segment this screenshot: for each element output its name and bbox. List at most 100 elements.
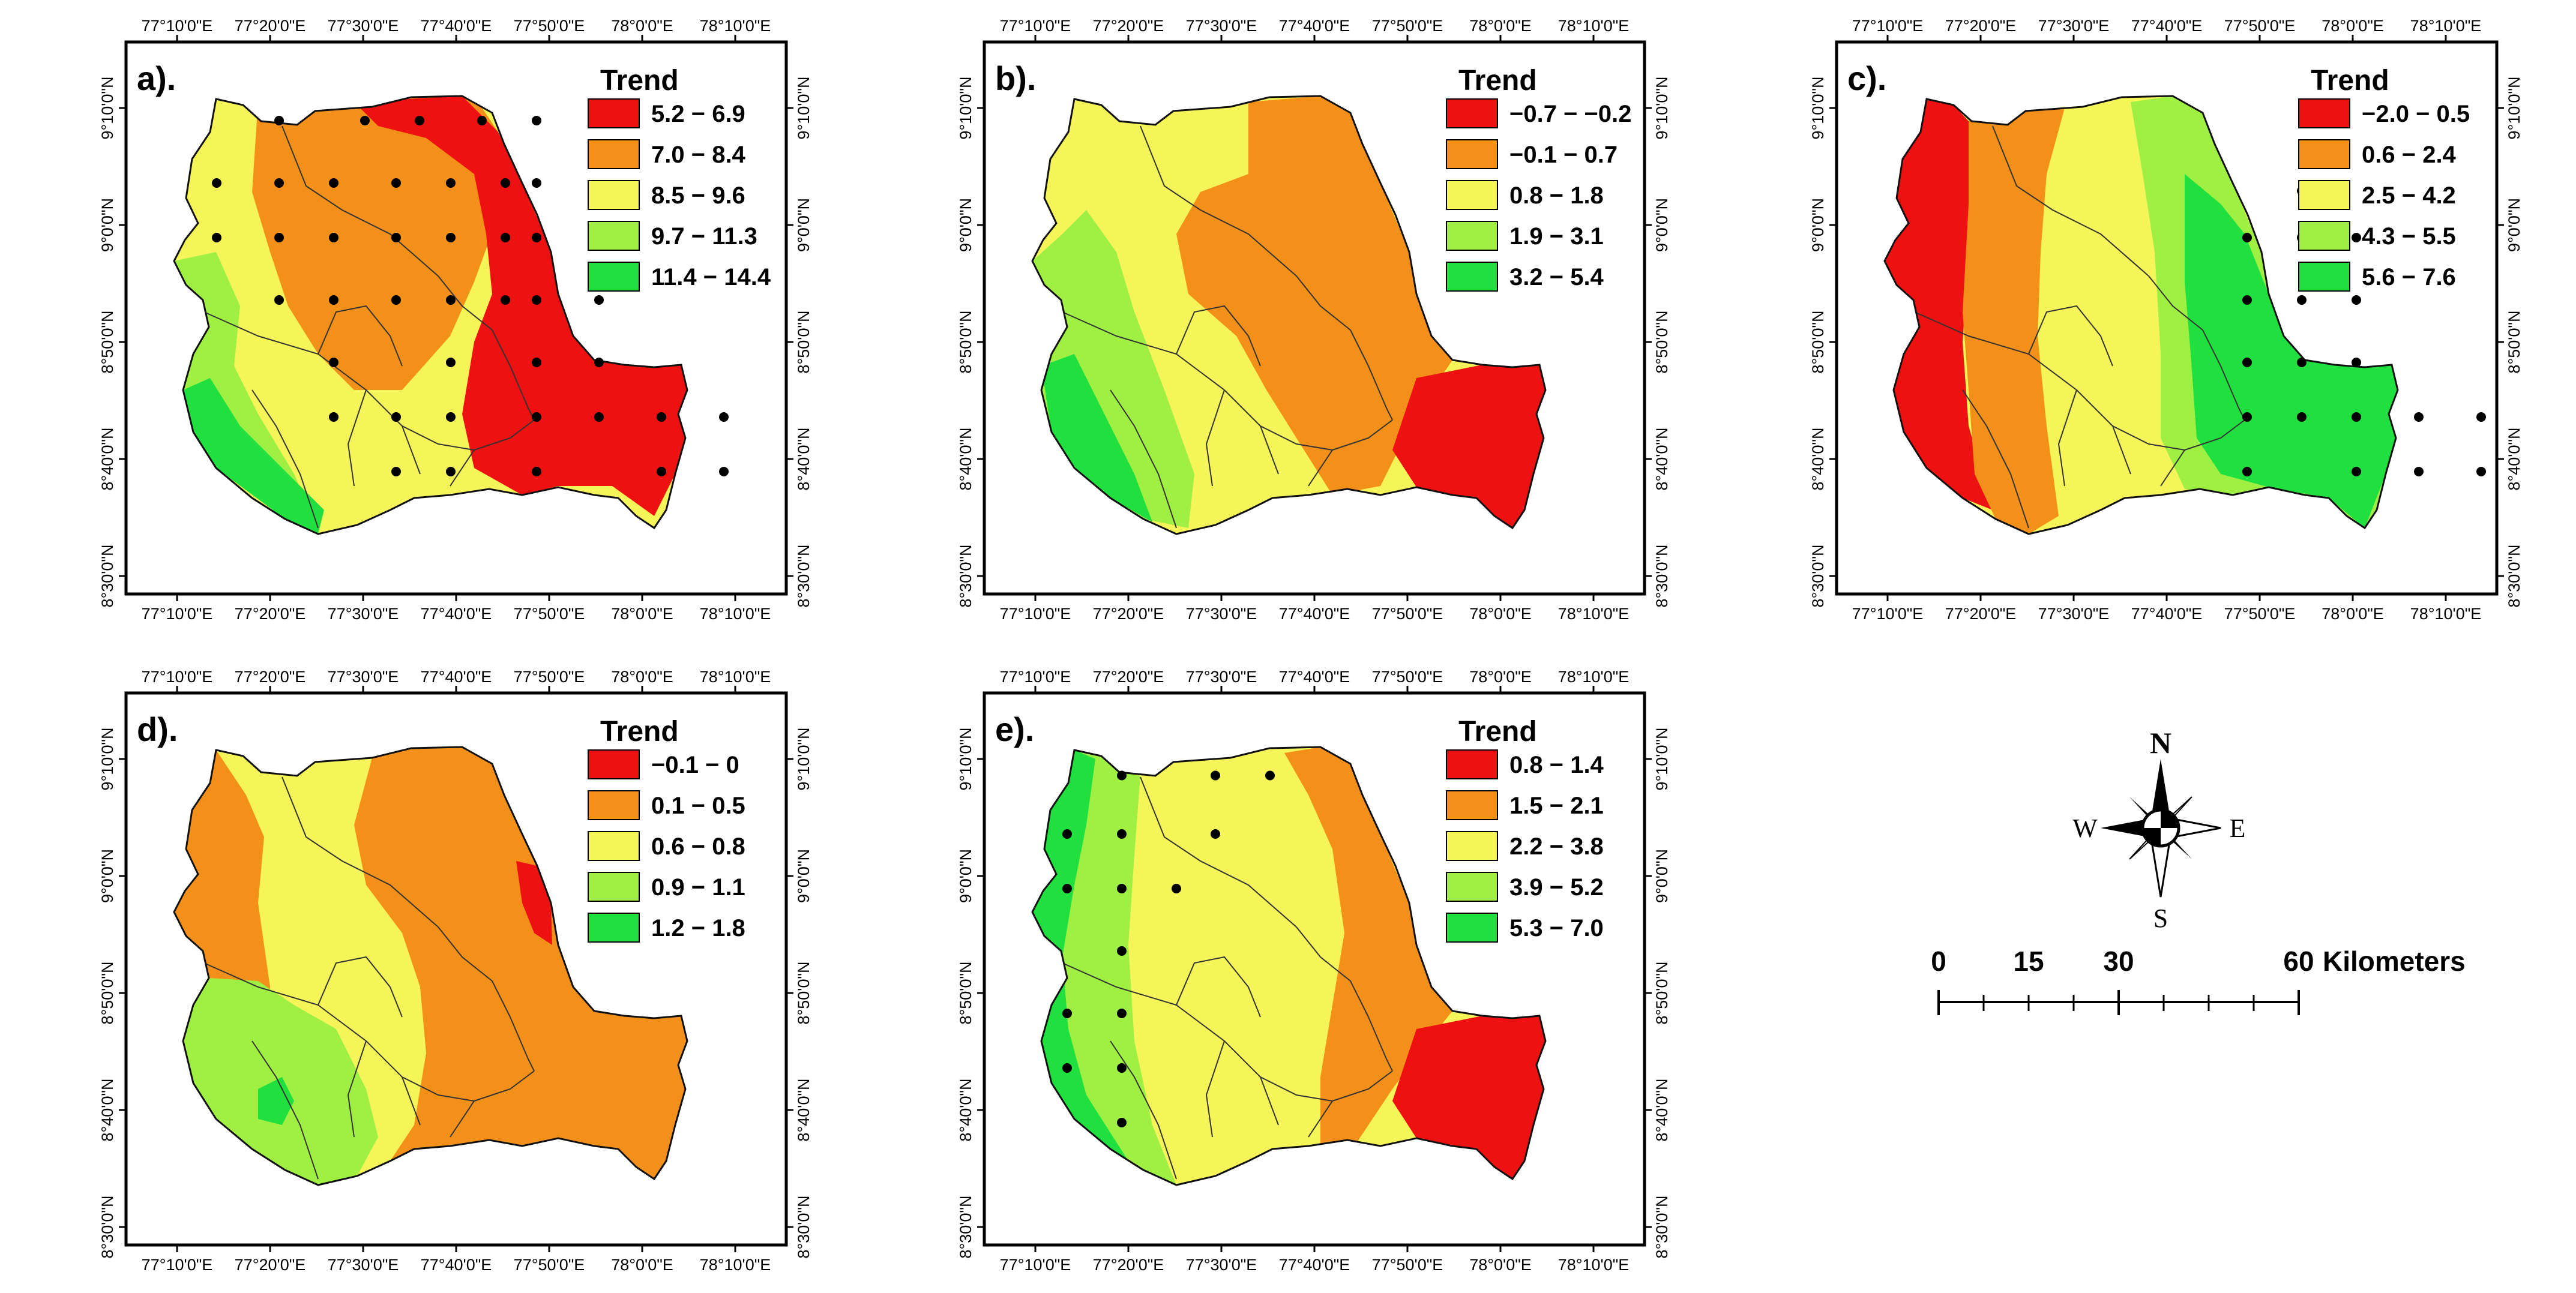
lat-tick-left-2: 8°50'0"N (98, 961, 116, 1024)
basin-boundary-4 (438, 275, 511, 367)
lon-tick-top-2: 77°30'0"E (328, 668, 399, 686)
lon-tick-top-2: 77°30'0"E (1186, 668, 1257, 686)
compass-north-label: N (2150, 726, 2171, 760)
map-body (173, 746, 688, 1186)
station-dot-12 (2352, 412, 2361, 422)
lat-tick-left-4: 8°30'0"N (98, 544, 116, 607)
lon-tick-top-1: 77°20'0"E (1945, 17, 2017, 35)
lat-tick-right-2: 8°50'0"N (795, 310, 813, 373)
lon-tick-top-6: 78°10'0"E (700, 17, 771, 35)
map-body (1031, 746, 1547, 1186)
extras-svg: N S E W 0 15 30 60 Kilometers (1931, 726, 2466, 1015)
basin-boundary-3 (347, 1040, 367, 1138)
lat-tick-right-0: 9°10'0"N (795, 727, 813, 790)
station-dot-24 (501, 295, 510, 305)
station-dot-33 (446, 412, 456, 422)
basin-boundary-5 (2028, 305, 2113, 367)
station-dot-6 (1062, 884, 1072, 893)
trend-zone-1 (1284, 747, 1452, 1146)
map-svg-d: 77°10'0"E 77°10'0"E 77°20'0"E 77°20'0"E 77°3… (98, 668, 813, 1274)
station-dot-5 (1211, 829, 1220, 839)
legend-swatch-4 (1446, 913, 1498, 943)
lat-tick-left-4: 8°30'0"N (1809, 544, 1827, 607)
lat-tick-left-0: 9°10'0"N (98, 76, 116, 139)
station-dot-9 (1117, 946, 1127, 956)
basin-boundary-0 (1140, 776, 1297, 928)
lon-tick-bottom-3: 77°40'0"E (1279, 605, 1350, 623)
lon-tick-bottom-2: 77°30'0"E (328, 1256, 399, 1274)
station-dot-13 (1117, 1063, 1127, 1073)
lon-tick-bottom-6: 78°10'0"E (700, 605, 771, 623)
legend-entry-4: 1.2 − 1.8 (651, 915, 745, 941)
station-dot-25 (532, 295, 541, 305)
station-dot-2 (415, 116, 424, 125)
lon-tick-bottom-4: 77°50'0"E (1372, 605, 1443, 623)
basin-boundary-8 (1368, 365, 1393, 421)
lat-tick-right-3: 8°40'0"N (1653, 427, 1671, 490)
lat-tick-left-1: 9°0'0"N (1809, 198, 1827, 252)
station-dot-6 (2352, 295, 2361, 305)
panel-label: c). (1847, 59, 1886, 97)
district-outline (1883, 95, 2399, 535)
lon-tick-top-2: 77°30'0"E (328, 17, 399, 35)
basin-boundary-4 (2148, 275, 2221, 367)
lon-tick-top-4: 77°50'0"E (2224, 17, 2296, 35)
station-dot-20 (274, 295, 284, 305)
lon-tick-bottom-4: 77°50'0"E (2224, 605, 2296, 623)
lon-tick-bottom-5: 78°0'0"E (611, 605, 673, 623)
trend-zone-1 (252, 96, 504, 390)
lat-tick-right-4: 8°30'0"N (1653, 544, 1671, 607)
lon-tick-bottom-4: 77°50'0"E (514, 1256, 585, 1274)
lat-tick-left-1: 9°0'0"N (98, 198, 116, 252)
lon-tick-bottom-2: 77°30'0"E (2038, 605, 2110, 623)
map-extras: N S E W 0 15 30 60 Kilometers (1891, 708, 2551, 1080)
legend-entry-3: 1.9 − 3.1 (1509, 223, 1604, 250)
basin-boundary-5 (1176, 305, 1261, 367)
station-dot-36 (657, 412, 666, 422)
legend-title: Trend (2311, 65, 2389, 97)
station-dot-21 (329, 295, 339, 305)
station-dot-29 (532, 358, 541, 367)
lon-tick-top-0: 77°10'0"E (1852, 17, 1924, 35)
legend-entry-3: 0.9 − 1.1 (651, 874, 745, 901)
station-dot-2 (1265, 770, 1275, 781)
lon-tick-bottom-3: 77°40'0"E (2131, 605, 2203, 623)
legend-swatch-4 (2298, 262, 2350, 292)
trend-zone-4 (2185, 174, 2398, 528)
legend-title: Trend (1458, 716, 1537, 748)
map-svg-b: 77°10'0"E 77°10'0"E 77°20'0"E 77°20'0"E 77°3… (957, 17, 1671, 623)
basin-boundary-5 (317, 305, 403, 367)
station-dot-8 (1172, 884, 1181, 893)
lat-tick-left-3: 8°40'0"N (957, 427, 975, 490)
basin-boundary-3 (347, 389, 367, 487)
map-svg-e: 77°10'0"E 77°10'0"E 77°20'0"E 77°20'0"E 77°3… (957, 668, 1671, 1274)
lon-tick-top-4: 77°50'0"E (1372, 668, 1443, 686)
station-dot-4 (1117, 829, 1127, 839)
lon-tick-bottom-2: 77°30'0"E (328, 605, 399, 623)
trend-zone-2 (354, 96, 687, 516)
legend-swatch-0 (588, 749, 640, 779)
station-dot-1 (2242, 233, 2252, 242)
lon-tick-top-6: 78°10'0"E (700, 668, 771, 686)
lon-tick-bottom-5: 78°0'0"E (611, 1256, 673, 1274)
map-body (1883, 95, 2486, 535)
lat-tick-left-3: 8°40'0"N (98, 1078, 116, 1141)
lon-tick-top-4: 77°50'0"E (514, 668, 585, 686)
lat-tick-right-1: 9°0'0"N (2505, 198, 2523, 252)
lat-tick-right-2: 8°50'0"N (1653, 961, 1671, 1024)
compass-south-label: S (2153, 904, 2168, 933)
scale-label-15: 15 (2013, 946, 2044, 977)
legend-swatch-1 (2298, 139, 2350, 169)
lat-tick-left-2: 8°50'0"N (98, 310, 116, 373)
station-dot-12 (1062, 1063, 1072, 1073)
legend-swatch-2 (2298, 180, 2350, 210)
lon-tick-top-0: 77°10'0"E (1000, 668, 1071, 686)
legend-swatch-4 (588, 262, 640, 292)
basin-boundary-0 (281, 776, 439, 928)
lon-tick-top-5: 78°0'0"E (611, 17, 673, 35)
compass-west-label: W (2072, 814, 2098, 843)
lon-tick-bottom-3: 77°40'0"E (1279, 1256, 1350, 1274)
scale-label-60: 60 (2283, 946, 2314, 977)
legend-entry-0: 5.2 − 6.9 (651, 101, 745, 127)
station-dot-16 (446, 233, 456, 242)
